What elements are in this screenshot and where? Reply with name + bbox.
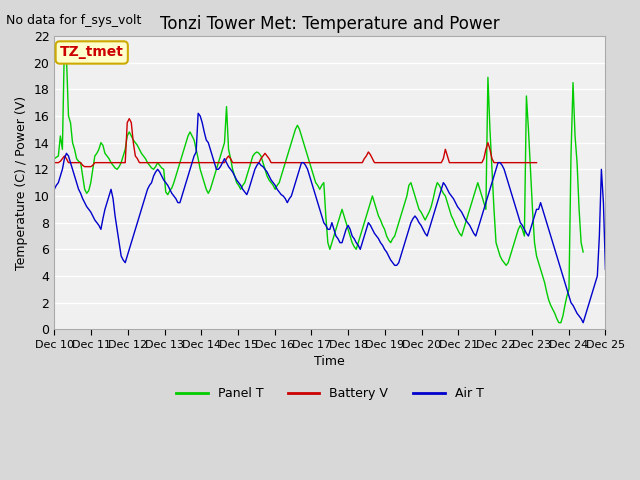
Air T <box>182 180 190 186</box>
Air T <box>579 320 587 325</box>
Battery V <box>369 156 376 162</box>
Air T <box>371 230 378 236</box>
Air T <box>253 162 260 168</box>
Battery V <box>51 160 58 166</box>
Battery V <box>182 160 190 166</box>
Panel T <box>182 140 190 145</box>
Air T <box>355 242 362 248</box>
Battery V <box>280 160 287 166</box>
Air T <box>195 110 202 116</box>
X-axis label: Time: Time <box>314 355 345 368</box>
Title: Tonzi Tower Met: Temperature and Power: Tonzi Tower Met: Temperature and Power <box>160 15 500 33</box>
Air T <box>602 266 609 272</box>
Panel T <box>251 150 259 156</box>
Panel T <box>51 156 58 162</box>
Panel T <box>280 167 287 172</box>
Panel T <box>300 140 307 145</box>
Line: Battery V: Battery V <box>54 119 536 167</box>
Text: No data for f_sys_volt: No data for f_sys_volt <box>6 14 142 27</box>
Battery V <box>251 160 259 166</box>
Panel T <box>369 193 376 199</box>
Air T <box>282 196 289 202</box>
Air T <box>51 186 58 192</box>
Line: Panel T: Panel T <box>54 43 583 323</box>
Text: TZ_tmet: TZ_tmet <box>60 46 124 60</box>
Panel T <box>353 246 360 252</box>
Line: Air T: Air T <box>54 113 605 323</box>
Battery V <box>353 160 360 166</box>
Air T <box>301 162 309 168</box>
Battery V <box>300 160 307 166</box>
Y-axis label: Temperature (C) / Power (V): Temperature (C) / Power (V) <box>15 96 28 270</box>
Legend: Panel T, Battery V, Air T: Panel T, Battery V, Air T <box>172 382 488 405</box>
